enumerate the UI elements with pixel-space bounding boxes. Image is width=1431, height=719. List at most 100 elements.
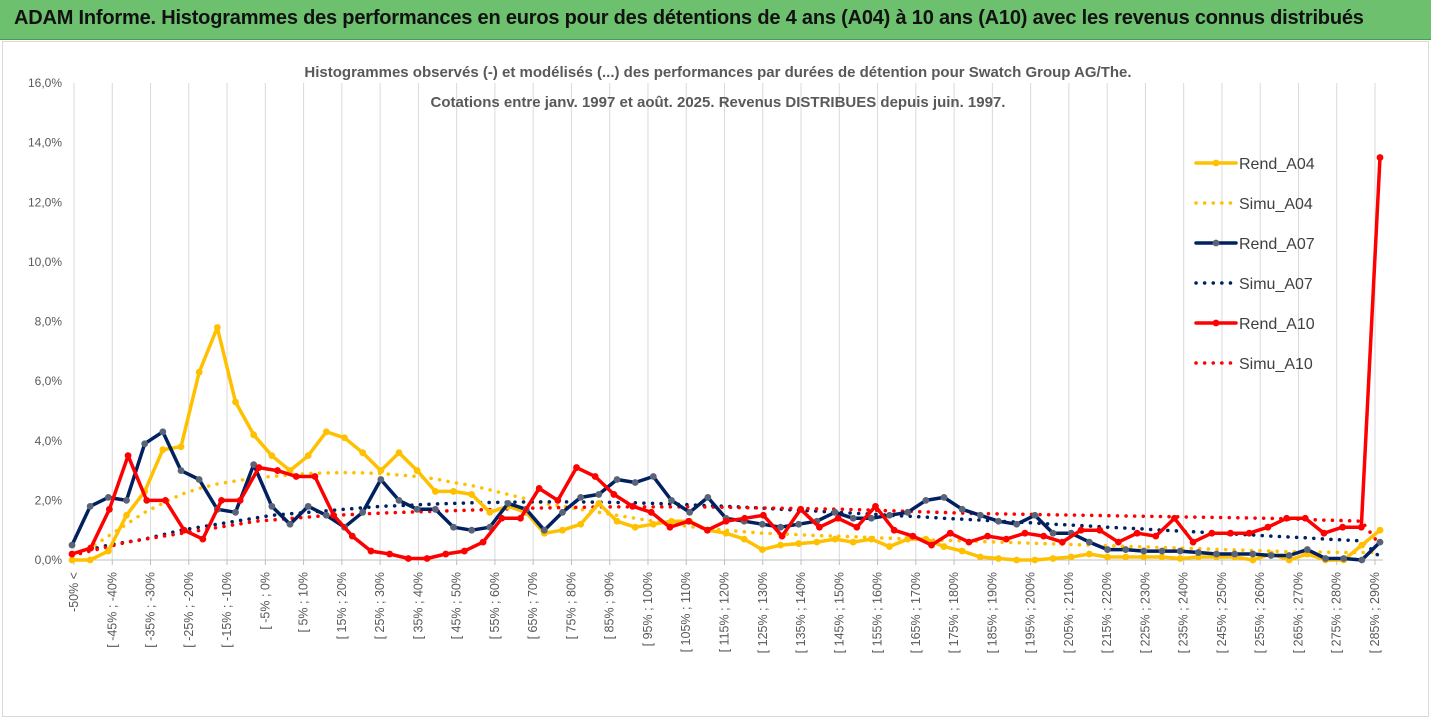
y-tick-label: 0,0% bbox=[35, 553, 63, 567]
point-rend_a07 bbox=[1340, 555, 1348, 562]
x-tick-label: -50% < bbox=[67, 572, 81, 612]
legend: Rend_A04 Simu_A04 Rend_A07 Simu_A07 Rend_A10… bbox=[1194, 156, 1315, 373]
legend-marker bbox=[1212, 319, 1220, 327]
point-rend_a10 bbox=[703, 526, 711, 534]
point-rend_a04 bbox=[849, 538, 857, 546]
point-rend_a04 bbox=[867, 535, 875, 543]
point-rend_a04 bbox=[559, 526, 566, 534]
point-rend_a07 bbox=[631, 479, 639, 486]
point-rend_a10 bbox=[199, 535, 207, 543]
point-rend_a04 bbox=[649, 520, 657, 528]
chart-subtitle-line-2: Cotations entre janv. 1997 et août. 2025… bbox=[431, 94, 1006, 111]
point-rend_a10 bbox=[274, 467, 281, 474]
point-rend_a07 bbox=[904, 508, 912, 516]
point-rend_a04 bbox=[722, 529, 730, 537]
y-tick-label: 10,0% bbox=[28, 255, 62, 269]
point-rend_a10 bbox=[1189, 538, 1197, 546]
point-rend_a07 bbox=[831, 508, 839, 516]
point-rend_a07 bbox=[1267, 552, 1275, 559]
point-rend_a04 bbox=[1049, 555, 1057, 562]
point-rend_a04 bbox=[86, 556, 94, 564]
point-rend_a10 bbox=[965, 538, 973, 546]
point-rend_a07 bbox=[123, 496, 130, 504]
chart-frame bbox=[2, 41, 1429, 717]
point-rend_a10 bbox=[946, 529, 954, 537]
point-rend_a07 bbox=[849, 514, 857, 522]
point-rend_a07 bbox=[577, 493, 585, 501]
y-tick-label: 8,0% bbox=[35, 315, 63, 329]
point-rend_a07 bbox=[559, 508, 566, 516]
x-tick-label: [ -35% ; -30% bbox=[144, 572, 158, 648]
point-rend_a10 bbox=[685, 517, 693, 525]
point-rend_a07 bbox=[395, 496, 403, 504]
point-rend_a04 bbox=[577, 520, 585, 528]
y-tick-label: 14,0% bbox=[28, 136, 62, 150]
point-rend_a07 bbox=[232, 508, 239, 516]
point-rend_a04 bbox=[177, 443, 185, 451]
x-tick-label: [ 25% ; 30% bbox=[373, 572, 387, 639]
point-rend_a10 bbox=[292, 473, 300, 480]
point-rend_a10 bbox=[236, 496, 244, 504]
point-rend_a07 bbox=[758, 520, 766, 528]
point-rend_a04 bbox=[595, 499, 603, 507]
point-rend_a07 bbox=[922, 496, 930, 504]
point-rend_a10 bbox=[1077, 526, 1085, 534]
point-rend_a07 bbox=[504, 499, 512, 507]
point-rend_a07 bbox=[1376, 538, 1384, 546]
point-rend_a07 bbox=[668, 496, 675, 504]
legend-label-rend_a04: Rend_A04 bbox=[1239, 156, 1315, 173]
point-rend_a07 bbox=[268, 502, 276, 510]
point-rend_a07 bbox=[304, 502, 312, 510]
point-rend_a04 bbox=[268, 452, 276, 460]
point-rend_a10 bbox=[404, 555, 412, 562]
point-rend_a10 bbox=[105, 505, 113, 513]
point-rend_a10 bbox=[778, 532, 786, 540]
point-rend_a10 bbox=[1320, 529, 1328, 537]
point-rend_a10 bbox=[722, 517, 730, 525]
x-tick-label: [ 155% ; 160% bbox=[871, 572, 885, 653]
point-rend_a10 bbox=[124, 452, 132, 460]
point-rend_a10 bbox=[1152, 532, 1160, 540]
point-rend_a10 bbox=[1096, 526, 1104, 534]
point-rend_a07 bbox=[413, 505, 421, 513]
point-rend_a10 bbox=[890, 526, 898, 534]
point-rend_a10 bbox=[255, 464, 263, 471]
point-rend_a07 bbox=[1031, 511, 1039, 519]
point-rend_a04 bbox=[1376, 526, 1384, 534]
point-rend_a04 bbox=[213, 324, 221, 331]
point-rend_a10 bbox=[517, 514, 524, 522]
y-tick-label: 4,0% bbox=[35, 434, 63, 448]
x-tick-label: [ 65% ; 70% bbox=[526, 572, 540, 639]
point-rend_a07 bbox=[1194, 549, 1202, 556]
point-rend_a04 bbox=[976, 553, 984, 561]
y-tick-label: 2,0% bbox=[35, 493, 63, 507]
point-rend_a04 bbox=[1122, 553, 1130, 561]
point-rend_a10 bbox=[853, 523, 861, 531]
x-tick-label: [ 55% ; 60% bbox=[488, 572, 502, 639]
point-rend_a04 bbox=[740, 535, 748, 543]
point-rend_a07 bbox=[359, 508, 367, 516]
point-rend_a10 bbox=[68, 550, 76, 558]
x-tick-label: [ 235% ; 240% bbox=[1177, 572, 1191, 653]
point-rend_a07 bbox=[68, 541, 76, 549]
point-rend_a07 bbox=[1176, 547, 1184, 555]
point-rend_a07 bbox=[795, 520, 803, 528]
point-rend_a04 bbox=[322, 428, 330, 436]
point-rend_a10 bbox=[1171, 514, 1178, 522]
x-tick-label: [ 265% ; 270% bbox=[1291, 572, 1305, 653]
point-rend_a10 bbox=[591, 473, 599, 480]
point-rend_a07 bbox=[141, 440, 149, 448]
point-rend_a07 bbox=[177, 467, 185, 474]
point-rend_a04 bbox=[304, 452, 312, 460]
point-rend_a10 bbox=[554, 496, 562, 504]
point-rend_a10 bbox=[666, 523, 674, 531]
point-rend_a07 bbox=[1322, 555, 1329, 562]
point-rend_a07 bbox=[159, 428, 167, 436]
point-rend_a04 bbox=[1140, 553, 1148, 561]
point-rend_a10 bbox=[423, 555, 431, 562]
point-rend_a04 bbox=[1249, 556, 1257, 564]
point-rend_a04 bbox=[631, 523, 639, 531]
point-rend_a04 bbox=[159, 446, 167, 454]
x-tick-label: [ 5% ; 10% bbox=[297, 572, 311, 632]
